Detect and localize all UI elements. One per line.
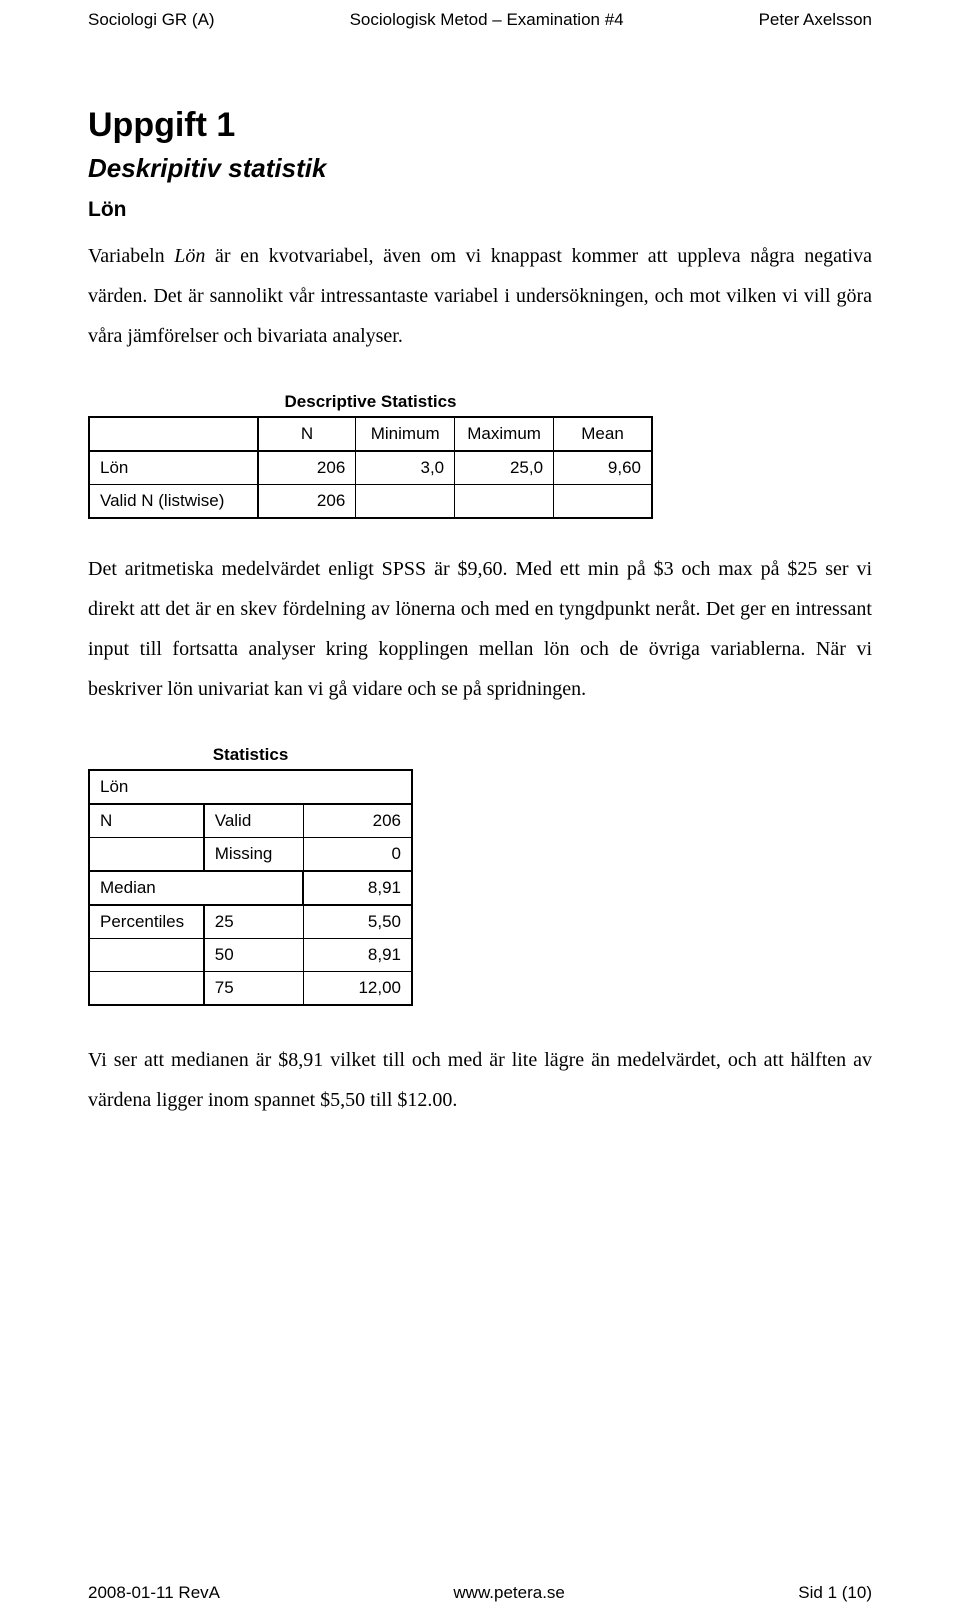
header-center: Sociologisk Metod – Examination #4: [350, 10, 624, 30]
t1-r0c2: 3,0: [356, 451, 455, 485]
heading-sub: Deskripitiv statistik: [88, 153, 872, 184]
table1-title: Descriptive Statistics: [88, 392, 653, 412]
t2-r1c0: [89, 838, 204, 872]
footer-right: Sid 1 (10): [798, 1583, 872, 1603]
t1-r1c2: [356, 485, 455, 519]
t2-r5c1: 75: [204, 972, 303, 1006]
table1-header-row: N Minimum Maximum Mean: [89, 417, 652, 451]
t1-r0c3: 25,0: [455, 451, 554, 485]
table-row: 50 8,91: [89, 939, 412, 972]
table1-h2: Minimum: [356, 417, 455, 451]
table1-h3: Maximum: [455, 417, 554, 451]
table1-h0: [89, 417, 258, 451]
running-footer: 2008-01-11 RevA www.petera.se Sid 1 (10): [88, 1575, 872, 1603]
t2-r0c1: Valid: [204, 804, 303, 838]
footer-center: www.petera.se: [453, 1583, 565, 1603]
t2-r0c2: 206: [303, 804, 412, 838]
table-row: 75 12,00: [89, 972, 412, 1006]
table-row: Median 8,91: [89, 871, 412, 905]
t2-r3c0: Percentiles: [89, 905, 204, 939]
table2-title: Statistics: [88, 745, 413, 765]
table2-variable-row: Lön: [89, 770, 412, 804]
t2-r2c0: Median: [89, 871, 303, 905]
t2-r1c2: 0: [303, 838, 412, 872]
table-row: Lön 206 3,0 25,0 9,60: [89, 451, 652, 485]
table-statistics: Lön N Valid 206 Missing 0 Median 8,91 Pe…: [88, 769, 413, 1006]
t1-r0c4: 9,60: [554, 451, 652, 485]
t1-r1c4: [554, 485, 652, 519]
statistics-block: Statistics Lön N Valid 206 Missing 0 Med…: [88, 735, 872, 1006]
para1-text-1: Variabeln: [88, 245, 174, 267]
table-row: Percentiles 25 5,50: [89, 905, 412, 939]
table-row: N Valid 206: [89, 804, 412, 838]
heading-variable: Lön: [88, 198, 872, 222]
paragraph-analysis-2: Vi ser att medianen är $8,91 vilket till…: [88, 1040, 872, 1120]
footer-left: 2008-01-11 RevA: [88, 1583, 220, 1603]
descriptive-statistics-block: Descriptive Statistics N Minimum Maximum…: [88, 382, 872, 519]
t2-r4c2: 8,91: [303, 939, 412, 972]
page: Sociologi GR (A) Sociologisk Metod – Exa…: [0, 0, 960, 1609]
table-row: Missing 0: [89, 838, 412, 872]
heading-uppgift: Uppgift 1: [88, 106, 872, 145]
t1-r1c1: 206: [258, 485, 356, 519]
t1-r0c0: Lön: [89, 451, 258, 485]
t2-r4c1: 50: [204, 939, 303, 972]
header-right: Peter Axelsson: [759, 10, 872, 30]
table-descriptive-statistics: N Minimum Maximum Mean Lön 206 3,0 25,0 …: [88, 416, 653, 519]
t1-r1c3: [455, 485, 554, 519]
table-row: Valid N (listwise) 206: [89, 485, 652, 519]
t2-r1c1: Missing: [204, 838, 303, 872]
table1-h1: N: [258, 417, 356, 451]
header-left: Sociologi GR (A): [88, 10, 215, 30]
paragraph-intro: Variabeln Lön är en kvotvariabel, även o…: [88, 236, 872, 356]
t2-r4c0: [89, 939, 204, 972]
t2-r3c1: 25: [204, 905, 303, 939]
t1-r1c0: Valid N (listwise): [89, 485, 258, 519]
t1-r0c1: 206: [258, 451, 356, 485]
t2-r0c0: N: [89, 804, 204, 838]
table1-h4: Mean: [554, 417, 652, 451]
para1-text-2: är en kvotvariabel, även om vi knappast …: [88, 245, 872, 347]
table2-variable: Lön: [89, 770, 412, 804]
running-header: Sociologi GR (A) Sociologisk Metod – Exa…: [88, 10, 872, 30]
t2-r5c0: [89, 972, 204, 1006]
t2-r5c2: 12,00: [303, 972, 412, 1006]
t2-r3c2: 5,50: [303, 905, 412, 939]
para1-italic-var: Lön: [174, 245, 205, 267]
t2-r2c2: 8,91: [303, 871, 412, 905]
paragraph-analysis-1: Det aritmetiska medelvärdet enligt SPSS …: [88, 549, 872, 709]
